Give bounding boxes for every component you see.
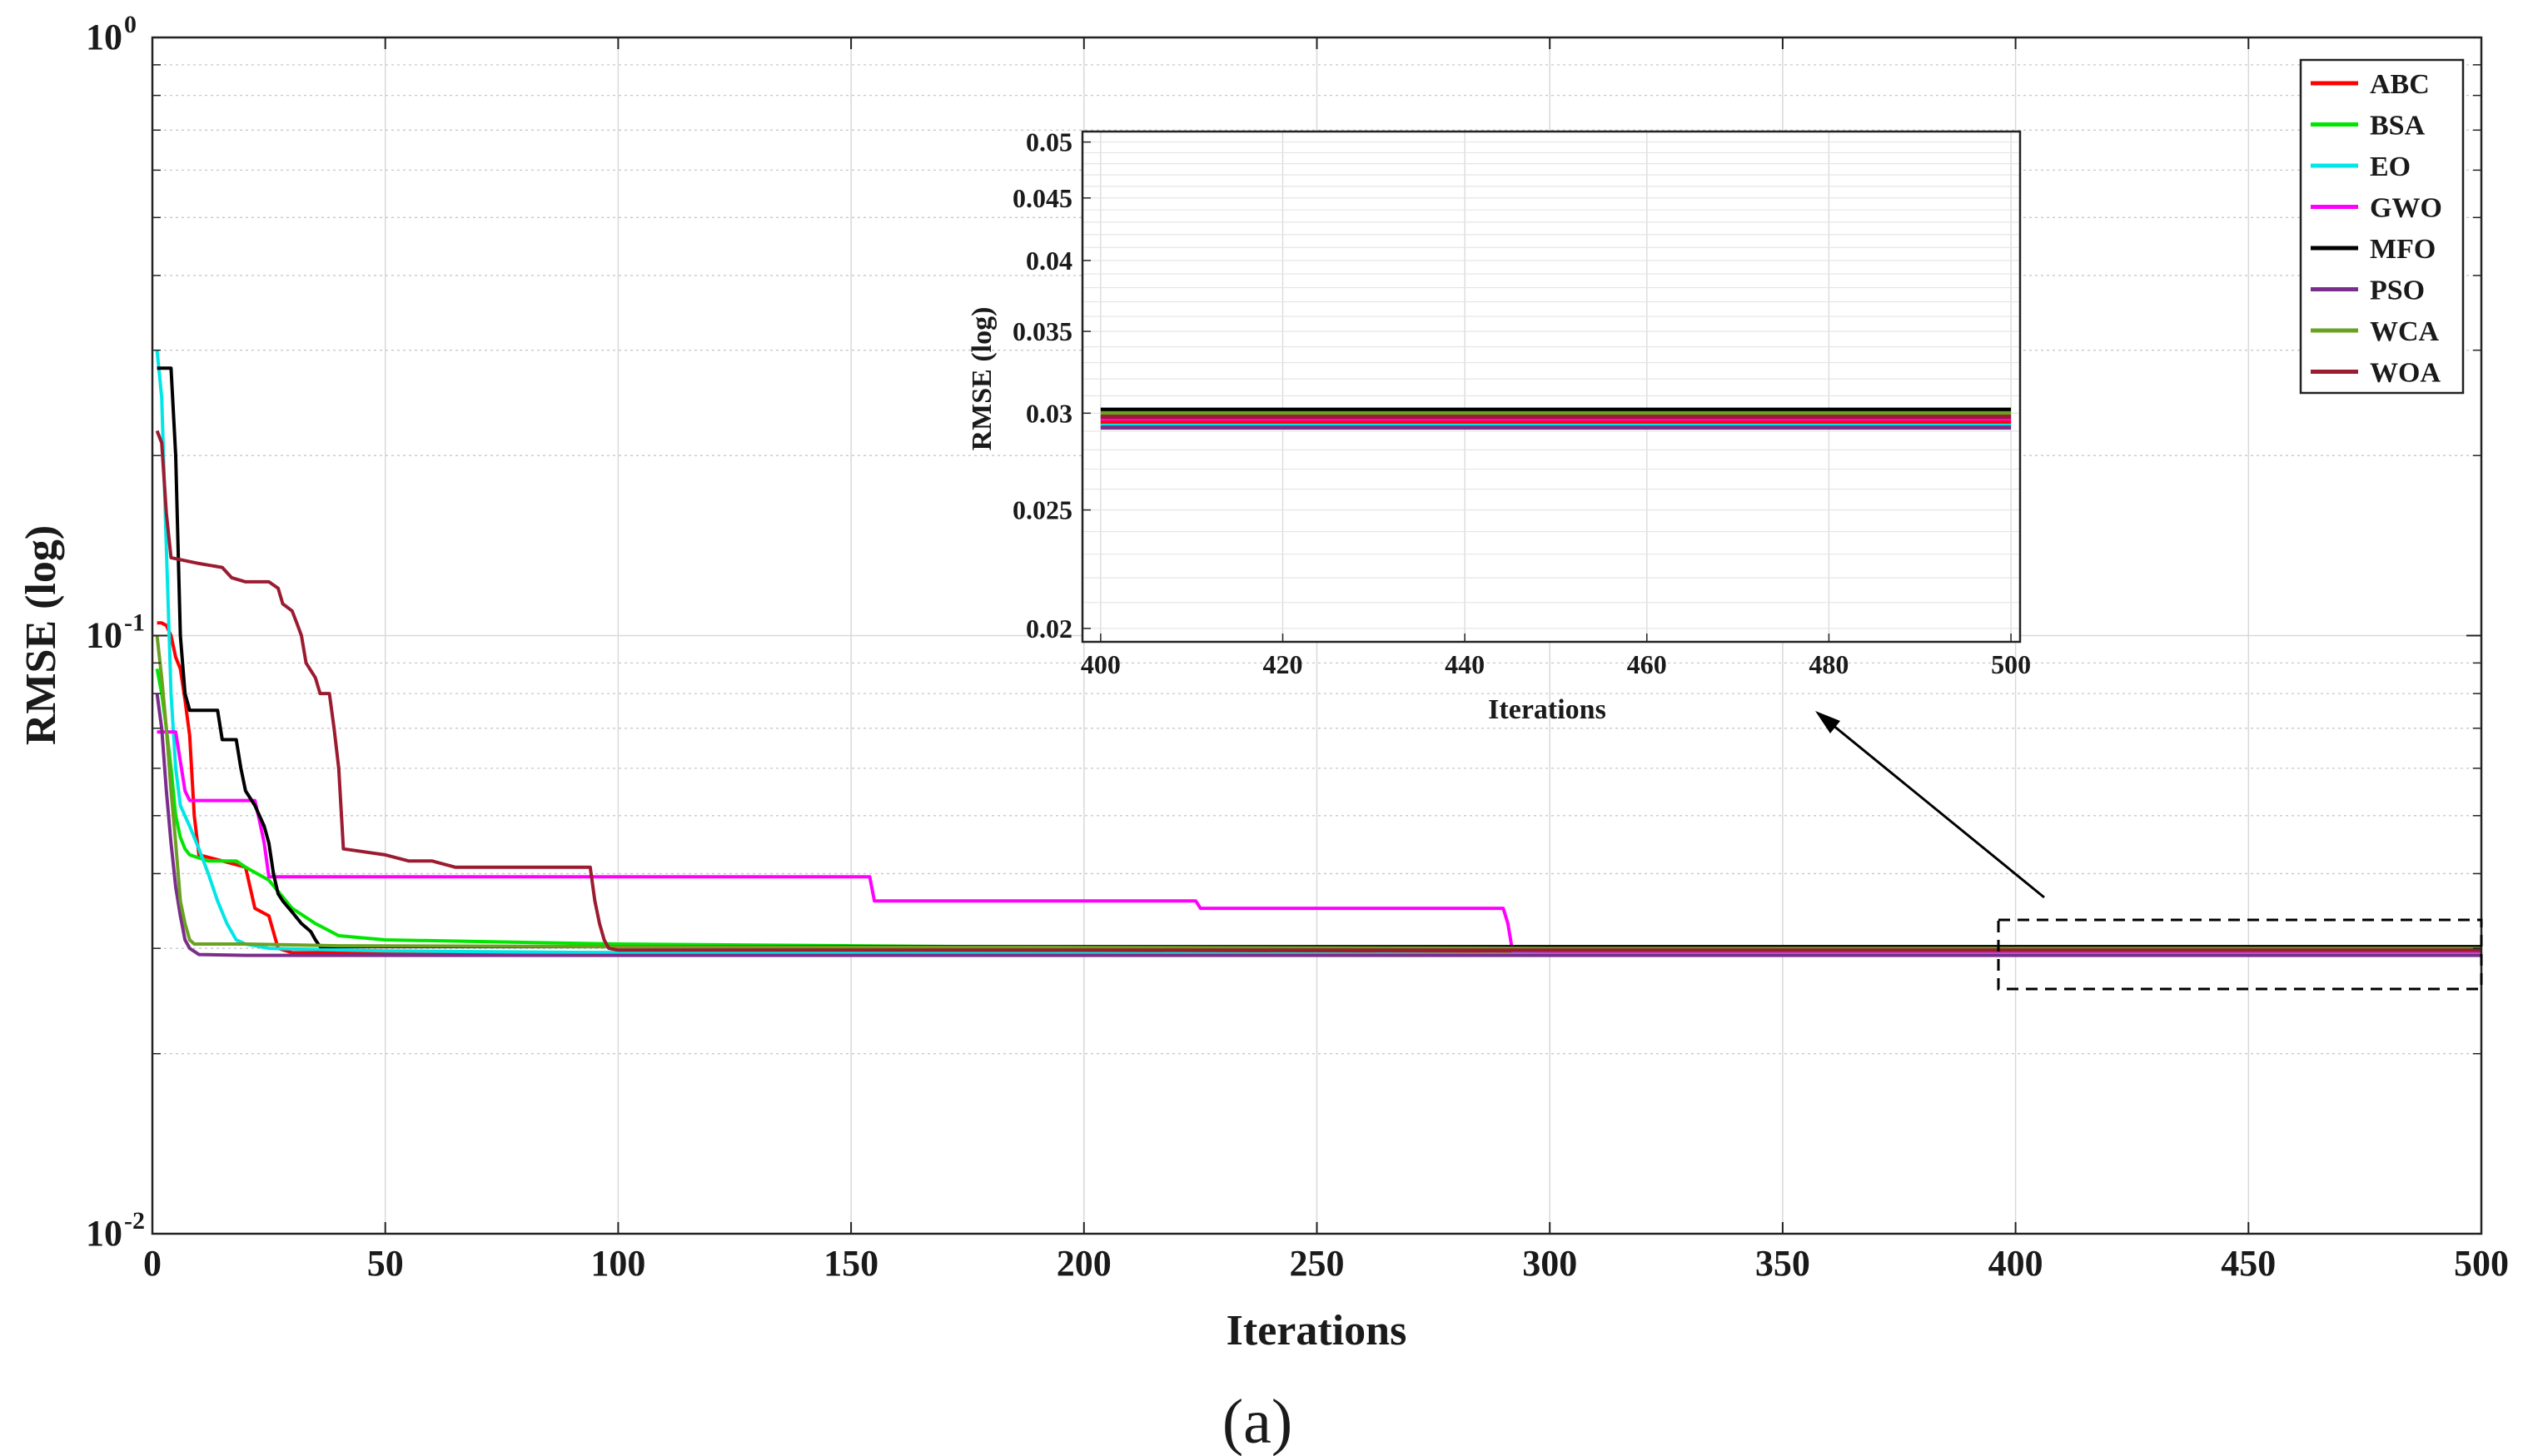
x-tick-label: 200 [1057,1243,1112,1284]
y-tick-label: 10 [86,615,122,656]
x-tick-label: 450 [2221,1243,2276,1284]
inset-axis-ticks: 400 420 440 460 480 500 0.02 0.025 0.03 0.035 0.04… [1013,127,2031,679]
legend-label-abc: ABC [2370,69,2430,100]
zoom-region-box [1997,918,2483,991]
main-axis-ticks: 0 50 100 150 200 250 300 350 400 450 50010-210-110… [86,11,2509,1284]
legend: ABC BSA EO GWO MFO PSO WCA WOA [2299,58,2465,395]
inset-series-lines [1100,407,2012,430]
main-series-lines [155,350,2481,957]
inset-y-tick-label: 0.035 [1013,316,1072,346]
inset-y-tick-label: 0.02 [1026,614,1072,644]
y-tick-exponent: -2 [124,1207,145,1235]
inset-x-tick-label: 420 [1263,649,1303,679]
y-tick-label: 10 [86,17,122,57]
inset-x-tick-label: 500 [1991,649,2031,679]
series-line-wca [155,635,2481,951]
legend-label-eo: EO [2370,152,2411,182]
y-tick-label: 10 [86,1213,122,1254]
x-tick-label: 250 [1290,1243,1345,1284]
inset-x-tick-label: 440 [1445,649,1485,679]
inset-y-tick-label: 0.025 [1013,495,1072,525]
x-axis-label: Iterations [1227,1307,1407,1354]
x-tick-label: 100 [590,1243,645,1284]
inset-x-tick-label: 460 [1627,649,1667,679]
series-line-gwo [157,730,2481,953]
legend-label-bsa: BSA [2370,111,2426,142]
zoom-arrow [1815,711,2045,899]
y-tick-exponent: 0 [124,11,137,38]
inset-y-tick-label: 0.03 [1026,398,1072,428]
series-line-pso [155,693,2481,957]
inset-plot-frame [1081,130,2022,644]
legend-label-gwo: GWO [2370,193,2442,224]
legend-box [2299,58,2465,395]
y-tick-exponent: -1 [124,609,145,637]
x-tick-label: 150 [824,1243,878,1284]
x-tick-label: 0 [143,1243,162,1284]
x-tick-label: 500 [2454,1243,2509,1284]
inset-x-axis-label: Iterations [1488,694,1606,725]
inset-y-tick-label: 0.045 [1013,183,1072,213]
x-tick-label: 300 [1522,1243,1577,1284]
inset-x-tick-label: 480 [1809,649,1849,679]
series-line-eo [155,350,2481,957]
inset-y-axis-label: RMSE (log) [967,307,998,451]
x-tick-label: 400 [1988,1243,2043,1284]
legend-label-wca: WCA [2370,316,2440,347]
legend-label-pso: PSO [2370,276,2425,306]
figure-caption: (a) [1222,1387,1292,1456]
inset-x-tick-label: 400 [1081,649,1121,679]
inset-grid [1082,132,2020,642]
inset-chart: 400 420 440 460 480 500 0.02 0.025 0.03 0.035 0.04… [967,127,2031,725]
inset-background [1082,132,2020,642]
x-tick-label: 50 [367,1243,404,1284]
legend-label-woa: WOA [2370,358,2441,389]
x-tick-label: 350 [1755,1243,1810,1284]
y-axis-label: RMSE (log) [17,525,65,745]
inset-y-tick-label: 0.05 [1026,127,1072,157]
series-line-woa [155,430,2481,952]
inset-y-tick-label: 0.04 [1026,246,1072,276]
legend-label-mfo: MFO [2370,234,2436,265]
